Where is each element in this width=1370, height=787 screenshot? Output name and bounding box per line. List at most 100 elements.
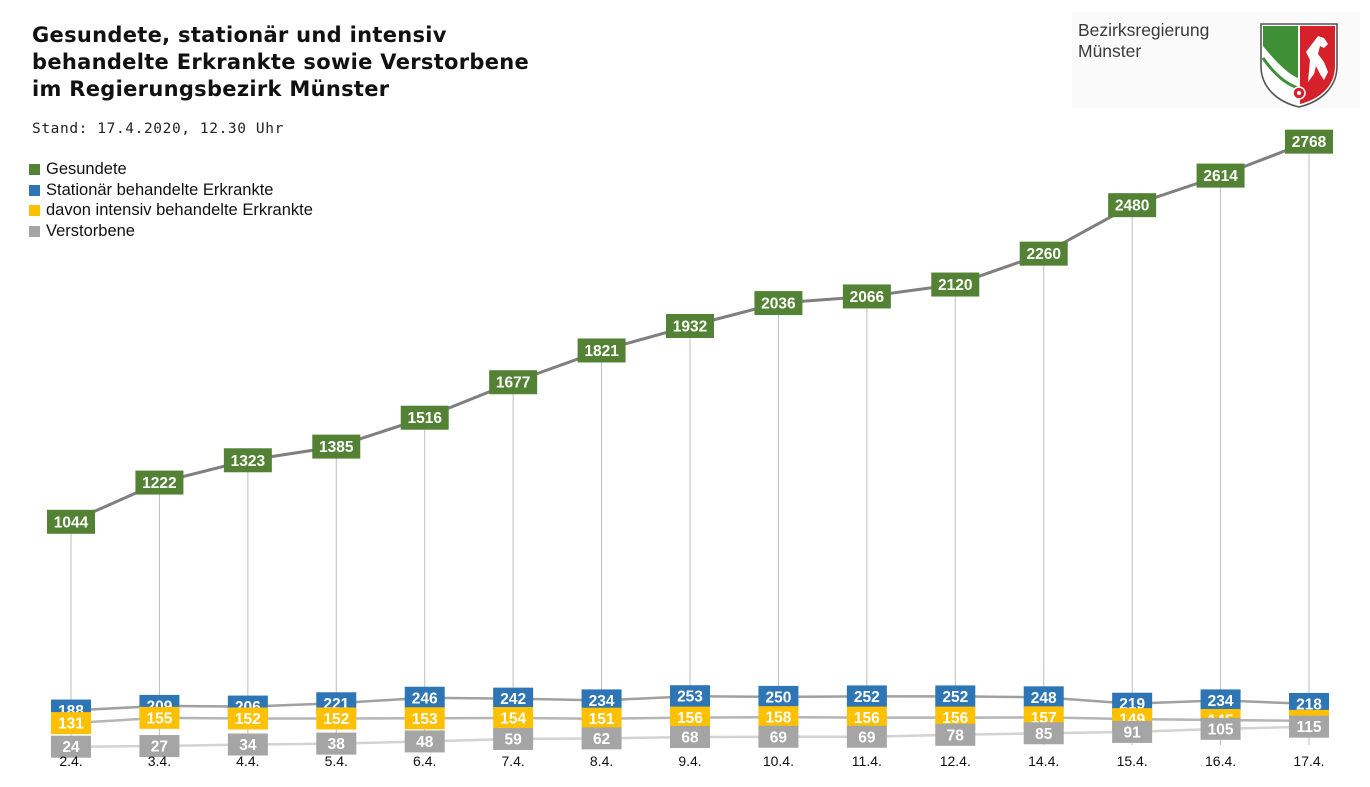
data-label: 1516 — [400, 405, 449, 430]
data-label-box — [758, 706, 799, 729]
data-label: 85 — [1023, 722, 1064, 745]
data-label: 252 — [935, 685, 976, 708]
logo-text-line: Münster — [1078, 41, 1142, 61]
data-label: 154 — [493, 707, 534, 730]
data-label: 2066 — [842, 284, 891, 309]
data-label-text: 27 — [151, 739, 168, 756]
x-tick-label: 3.4. — [148, 753, 171, 769]
data-label: 48 — [404, 730, 445, 753]
x-tick-label: 5.4. — [325, 753, 348, 769]
data-label: 152 — [227, 707, 268, 730]
data-label-box — [1023, 686, 1064, 709]
data-label: 253 — [670, 685, 710, 708]
data-label: 91 — [1112, 720, 1153, 743]
x-tick-label: 17.4. — [1293, 753, 1324, 769]
data-label: 218 — [1289, 692, 1329, 715]
data-label-text: 246 — [412, 690, 438, 707]
data-label-text: 38 — [328, 736, 346, 753]
data-label-text: 218 — [1296, 696, 1322, 713]
data-label: 27 — [139, 735, 180, 758]
data-label-text: 153 — [412, 711, 438, 728]
data-label-box — [493, 707, 534, 730]
data-label-box — [754, 291, 803, 316]
data-label-text: 48 — [416, 734, 434, 751]
legend-item: Stationär behandelte Erkrankte — [29, 180, 313, 201]
legend-item: Verstorbene — [29, 221, 313, 242]
data-label-text: 2614 — [1203, 168, 1238, 185]
data-label-text: 1821 — [584, 343, 619, 360]
data-label-box — [1200, 717, 1241, 740]
data-label-box — [581, 707, 622, 730]
data-label: 158 — [758, 706, 799, 729]
data-label-text: 252 — [942, 689, 968, 706]
data-label: 115 — [1289, 715, 1329, 738]
data-label-box — [931, 272, 980, 297]
data-label-text: 2036 — [761, 296, 796, 313]
chart-title: Gesundete, stationär und intensiv behande… — [32, 22, 592, 103]
x-tick-label: 7.4. — [501, 753, 524, 769]
data-label: 1323 — [223, 448, 272, 473]
logo: Bezirksregierung Münster — [1072, 12, 1360, 108]
data-label-text: 1044 — [54, 514, 89, 531]
data-label: 234 — [1200, 689, 1241, 712]
data-label-box — [135, 470, 184, 495]
x-tick-label: 10.4. — [763, 753, 794, 769]
legend-swatch — [29, 184, 40, 196]
x-tick-label: 14.4. — [1028, 753, 1059, 769]
data-label-box — [227, 733, 268, 756]
legend-item: davon intensiv behandelte Erkrankte — [29, 200, 313, 221]
data-label-box — [1289, 692, 1329, 715]
data-label: 68 — [670, 726, 710, 749]
data-label-box — [1285, 129, 1333, 154]
data-label-text: 156 — [854, 710, 880, 727]
data-label-box — [139, 706, 180, 729]
title-line: behandelte Erkrankte sowie Verstorbene — [32, 50, 530, 74]
data-label-box — [1112, 720, 1153, 743]
data-label: 105 — [1200, 717, 1241, 740]
data-label: 69 — [846, 725, 887, 748]
data-label-box — [846, 706, 887, 729]
x-tick-label: 15.4. — [1117, 753, 1148, 769]
data-label: 1385 — [312, 434, 361, 459]
data-label: 2036 — [754, 291, 803, 316]
data-label-text: 152 — [235, 711, 261, 728]
data-label-box — [670, 726, 710, 749]
data-label: 131 — [51, 712, 91, 735]
legend-swatch — [29, 205, 40, 217]
legend-item: Gesundete — [29, 159, 313, 180]
x-tick-label: 12.4. — [940, 753, 971, 769]
data-label-text: 24 — [62, 739, 80, 756]
x-tick-label: 6.4. — [413, 753, 436, 769]
data-label-box — [581, 727, 622, 750]
data-label-text: 154 — [500, 711, 526, 728]
data-label: 152 — [316, 707, 357, 730]
x-tick-label: 2.4. — [59, 753, 82, 769]
title-line: im Regierungsbezirk Münster — [32, 77, 390, 101]
data-label: 153 — [404, 707, 445, 730]
drop-lines — [70, 141, 1310, 745]
legend-label: davon intensiv behandelte Erkrankte — [46, 201, 313, 220]
data-label-box — [1289, 715, 1329, 738]
legend-label: Verstorbene — [46, 221, 135, 240]
data-label-box — [670, 706, 710, 729]
data-label-text: 234 — [589, 693, 615, 710]
data-label: 252 — [846, 685, 887, 708]
data-label-text: 253 — [677, 689, 703, 706]
data-label: 2768 — [1285, 129, 1333, 154]
data-label-box — [316, 732, 357, 755]
data-label-text: 69 — [770, 729, 788, 746]
data-label-text: 1516 — [407, 410, 442, 427]
data-label-box — [139, 735, 180, 758]
data-label-box — [47, 509, 95, 534]
chart-subtitle-stand: Stand: 17.4.2020, 12.30 Uhr — [32, 121, 284, 137]
data-label: 234 — [581, 689, 622, 712]
data-label-text: 1323 — [231, 453, 266, 470]
data-label: 156 — [935, 706, 976, 729]
data-label-box — [400, 405, 449, 430]
data-label-box — [581, 689, 622, 712]
data-label-text: 2260 — [1026, 246, 1060, 263]
data-label-text: 242 — [500, 691, 526, 708]
data-label: 156 — [846, 706, 887, 729]
data-label: 38 — [316, 732, 357, 755]
